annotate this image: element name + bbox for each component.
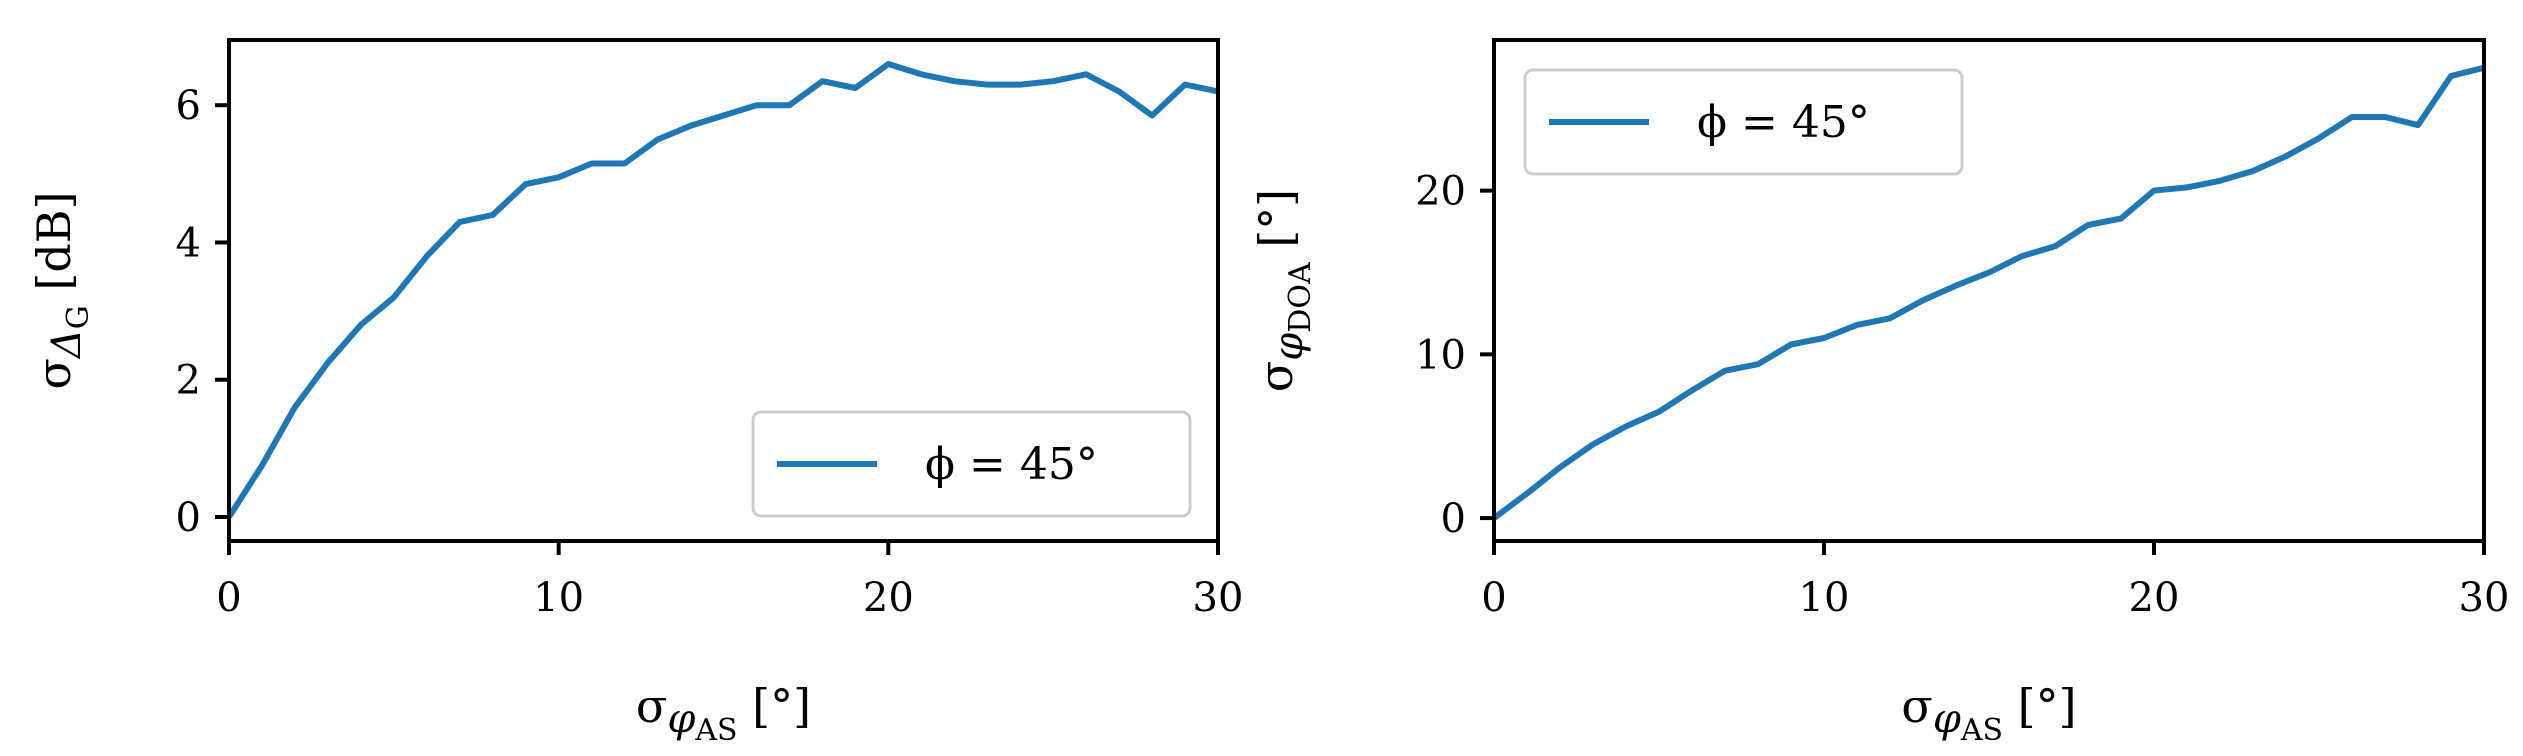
x-tick-label: 0 [1481,575,1506,621]
axes-frame [227,38,1220,543]
legend-entry-label: ϕ = 45° [1697,97,1870,148]
x-tick-label: 0 [216,575,241,621]
legend: ϕ = 45° [1523,68,1964,176]
y-tick-label: 10 [1415,332,1466,378]
y-tick-label: 4 [176,220,201,266]
y-tick-label: 20 [1415,169,1466,215]
x-tick-label: 20 [2129,575,2180,621]
x-tick-label: 10 [1799,575,1850,621]
axes-frame [1492,38,2486,543]
legend-box [751,410,1192,518]
x-axis-label: σφAS [°] [636,679,811,748]
chart-panel-2: 0 10 20 30 0 10 20 σφAS [°] σφDOA [°] ϕ = 45° [1249,38,2510,748]
x-tick-label: 20 [863,575,914,621]
y-tick-label: 0 [1441,496,1466,542]
y-axis-label: σφDOA [°] [1249,189,1318,392]
x-tick-label: 10 [533,575,584,621]
x-tick-label: 30 [1193,575,1244,621]
y-tick-label: 0 [176,495,201,541]
y-tick-label: 6 [176,83,201,129]
legend-entry-label: ϕ = 45° [925,439,1098,490]
legend: ϕ = 45° [751,410,1192,518]
series-line-1 [229,61,1218,519]
x-tick-label: 30 [2459,575,2510,621]
series-line-1 [1494,64,2484,521]
x-axis-label: σφAS [°] [1901,679,2076,748]
y-tick-label: 2 [176,358,201,404]
chart-panel-1: 0 10 20 30 0 2 4 6 σφAS [°] σΔG [dB] ϕ = 45° [27,38,1244,748]
legend-box [1523,68,1964,176]
y-axis-label: σΔG [dB] [27,191,96,389]
